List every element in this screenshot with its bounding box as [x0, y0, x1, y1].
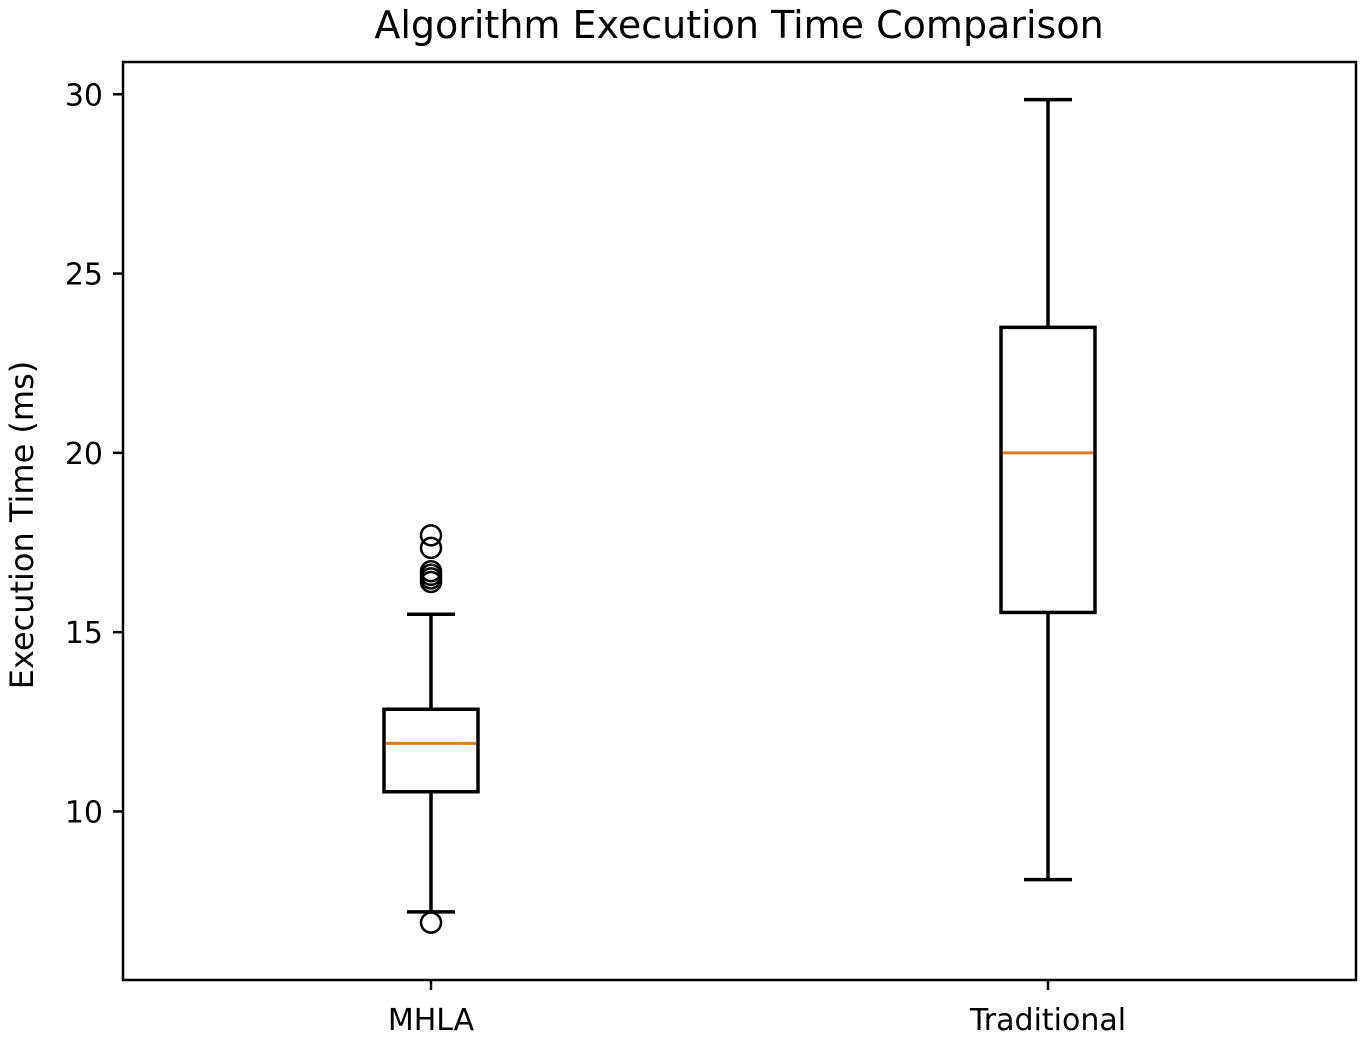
- y-axis-ticks: 10 15 20 25 30: [65, 78, 123, 830]
- chart-title: Algorithm Execution Time Comparison: [374, 3, 1103, 47]
- y-tick-label: 30: [65, 78, 103, 113]
- x-tick-label: Traditional: [969, 1003, 1126, 1037]
- outlier-point: [419, 524, 443, 547]
- box-mhla: [382, 524, 480, 934]
- y-tick-label: 10: [65, 795, 103, 830]
- x-axis-ticks: MHLA Traditional: [388, 980, 1126, 1037]
- y-tick-label: 25: [65, 258, 103, 293]
- x-tick-label: MHLA: [388, 1003, 475, 1037]
- y-tick-label: 20: [65, 437, 103, 472]
- outlier-point: [419, 559, 443, 583]
- box-group: [382, 97, 1097, 934]
- plot-area-frame: [121, 60, 1358, 982]
- y-tick-label: 15: [65, 616, 103, 651]
- box-traditional: [999, 97, 1097, 882]
- outlier-point: [419, 911, 443, 934]
- y-axis-label: Execution Time (ms): [3, 361, 41, 690]
- outlier-point: [419, 536, 443, 560]
- iqr-box: [999, 325, 1097, 615]
- iqr-box: [382, 707, 480, 794]
